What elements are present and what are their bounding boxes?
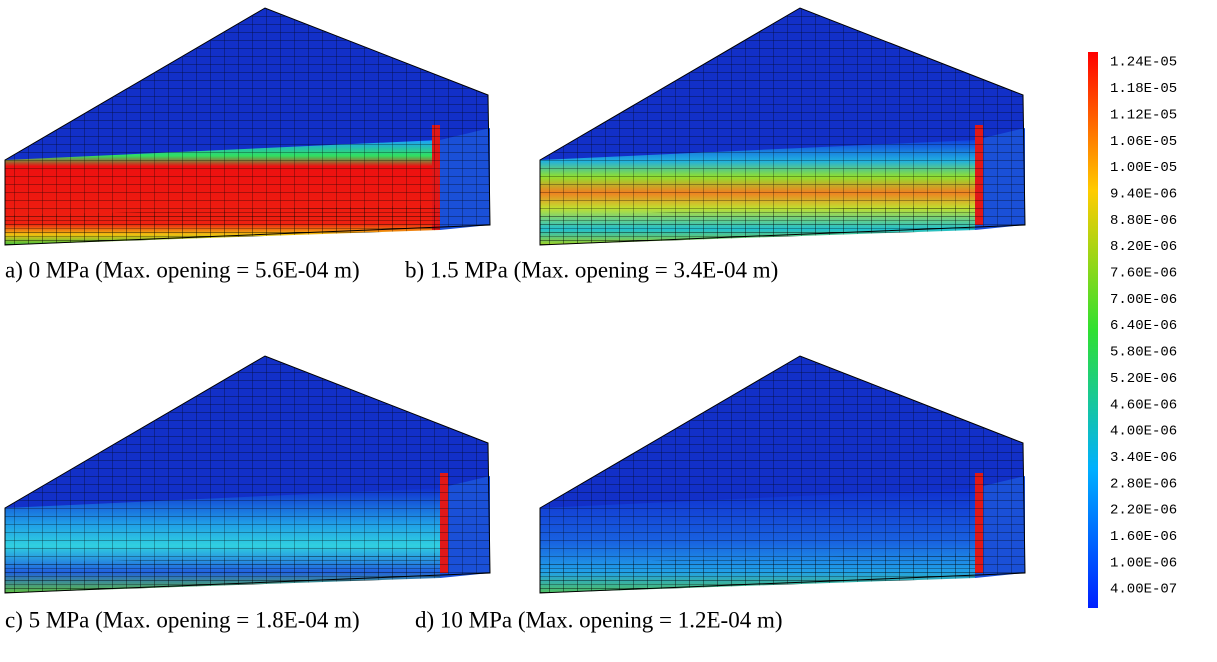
colorbar-label: 7.00E-06 [1110, 292, 1177, 308]
colorbar-label: 1.00E-05 [1110, 160, 1177, 176]
mesh-plot [4, 7, 491, 246]
colorbar-label: 5.20E-06 [1110, 371, 1177, 387]
colorbar-label: 2.20E-06 [1110, 503, 1177, 519]
colorbar-label: 8.80E-06 [1110, 213, 1177, 229]
mesh-grid-fine [5, 553, 440, 593]
mesh-grid-fine [5, 205, 440, 245]
colorbar-label: 4.60E-06 [1110, 397, 1177, 413]
mesh-plot [4, 355, 491, 594]
mesh-plot [539, 7, 1026, 246]
colorbar-label: 8.20E-06 [1110, 239, 1177, 255]
colorbar-label: 1.24E-05 [1110, 55, 1177, 71]
colorbar-label: 1.12E-05 [1110, 107, 1177, 123]
mesh-grid-fine [540, 205, 975, 245]
colorbar-label: 2.80E-06 [1110, 476, 1177, 492]
mesh-outline [4, 355, 491, 594]
colorbar [1088, 52, 1098, 608]
colorbar-label: 4.00E-07 [1110, 582, 1177, 598]
colorbar-label: 1.18E-05 [1110, 81, 1177, 97]
mesh-outline [539, 355, 1026, 594]
colorbar-label: 3.40E-06 [1110, 450, 1177, 466]
mesh-plot [539, 355, 1026, 594]
colorbar-label: 7.60E-06 [1110, 266, 1177, 282]
colorbar-label: 4.00E-06 [1110, 424, 1177, 440]
colorbar-label: 6.40E-06 [1110, 318, 1177, 334]
caption: d) 10 MPa (Max. opening = 1.2E-04 m) [415, 607, 783, 632]
mesh-grid [540, 356, 1025, 593]
colorbar-label: 1.06E-05 [1110, 134, 1177, 150]
colorbar-label: 1.00E-06 [1110, 555, 1177, 571]
colorbar-label: 1.60E-06 [1110, 529, 1177, 545]
mesh-grid [540, 8, 1025, 245]
mesh-outline [4, 7, 491, 246]
mesh-outline [539, 7, 1026, 246]
caption: b) 1.5 MPa (Max. opening = 3.4E-04 m) [405, 257, 778, 282]
caption: c) 5 MPa (Max. opening = 1.8E-04 m) [5, 607, 360, 632]
mesh-grid-fine [540, 553, 975, 593]
colorbar-label: 5.80E-06 [1110, 345, 1177, 361]
caption: a) 0 MPa (Max. opening = 5.6E-04 m) [5, 257, 360, 282]
colorbar-label: 9.40E-06 [1110, 186, 1177, 202]
mesh-grid [5, 356, 490, 593]
mesh-grid [5, 8, 490, 245]
